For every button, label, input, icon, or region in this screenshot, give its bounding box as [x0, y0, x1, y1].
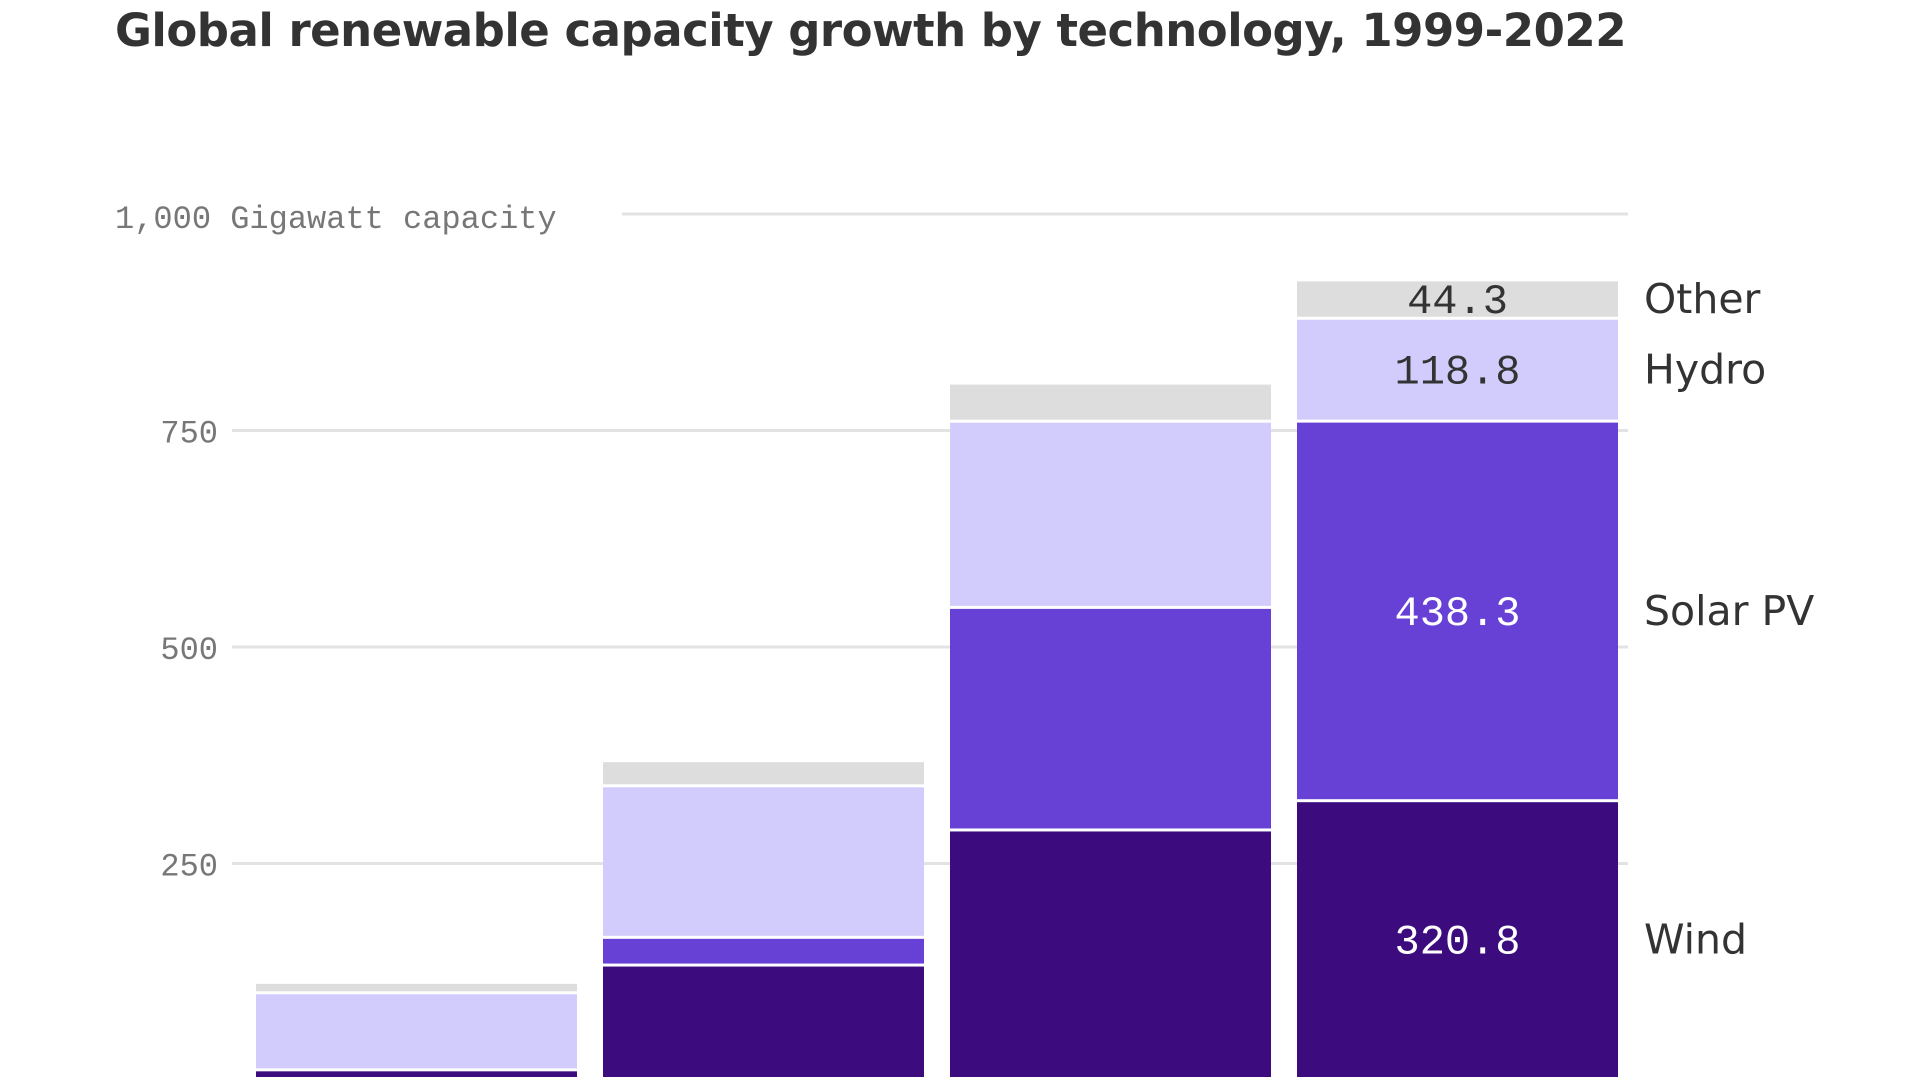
y-tick-label: 500: [160, 632, 218, 669]
bar-other-1: [256, 983, 577, 992]
bar-solar-pv-4: [1297, 422, 1618, 800]
gridlines: 250 500 750 1,000 Gigawatt capacity: [115, 201, 1628, 886]
bar-wind-1: [256, 1071, 577, 1077]
data-label-other: 44.3: [1407, 278, 1508, 326]
bar-wind-3: [950, 831, 1271, 1077]
legend-other: Other: [1644, 275, 1761, 323]
bar-other-2: [603, 762, 924, 785]
bars: [256, 281, 1618, 1077]
chart-title: Global renewable capacity growth by tech…: [115, 4, 1627, 57]
bar-wind-2: [603, 966, 924, 1077]
y-tick-label: 750: [160, 416, 218, 453]
bar-solar-pv-3: [950, 608, 1271, 829]
bar-hydro-3: [950, 422, 1271, 606]
y-tick-label: 1,000: [115, 201, 211, 238]
bar-hydro-4: [1297, 319, 1618, 420]
data-label-solar-pv: 438.3: [1394, 590, 1520, 638]
data-label-hydro: 118.8: [1394, 349, 1520, 397]
bar-hydro-2: [603, 787, 924, 936]
y-tick-label: 250: [160, 849, 218, 886]
bar-other-4: [1297, 281, 1618, 317]
legend: Wind Solar PV Hydro Other: [1644, 275, 1814, 964]
data-label-wind: 320.8: [1394, 919, 1520, 967]
value-labels: 320.8 438.3 118.8 44.3: [1394, 278, 1520, 967]
bar-solar-pv-2: [603, 938, 924, 964]
legend-hydro: Hydro: [1644, 346, 1766, 394]
legend-solar-pv: Solar PV: [1644, 587, 1814, 635]
bar-wind-4: [1297, 802, 1618, 1077]
y-axis-title: Gigawatt capacity: [211, 201, 557, 238]
legend-wind: Wind: [1644, 916, 1747, 964]
y-axis-top-label: 1,000 Gigawatt capacity: [115, 201, 557, 238]
bar-hydro-1: [256, 994, 577, 1069]
bar-other-3: [950, 384, 1271, 420]
